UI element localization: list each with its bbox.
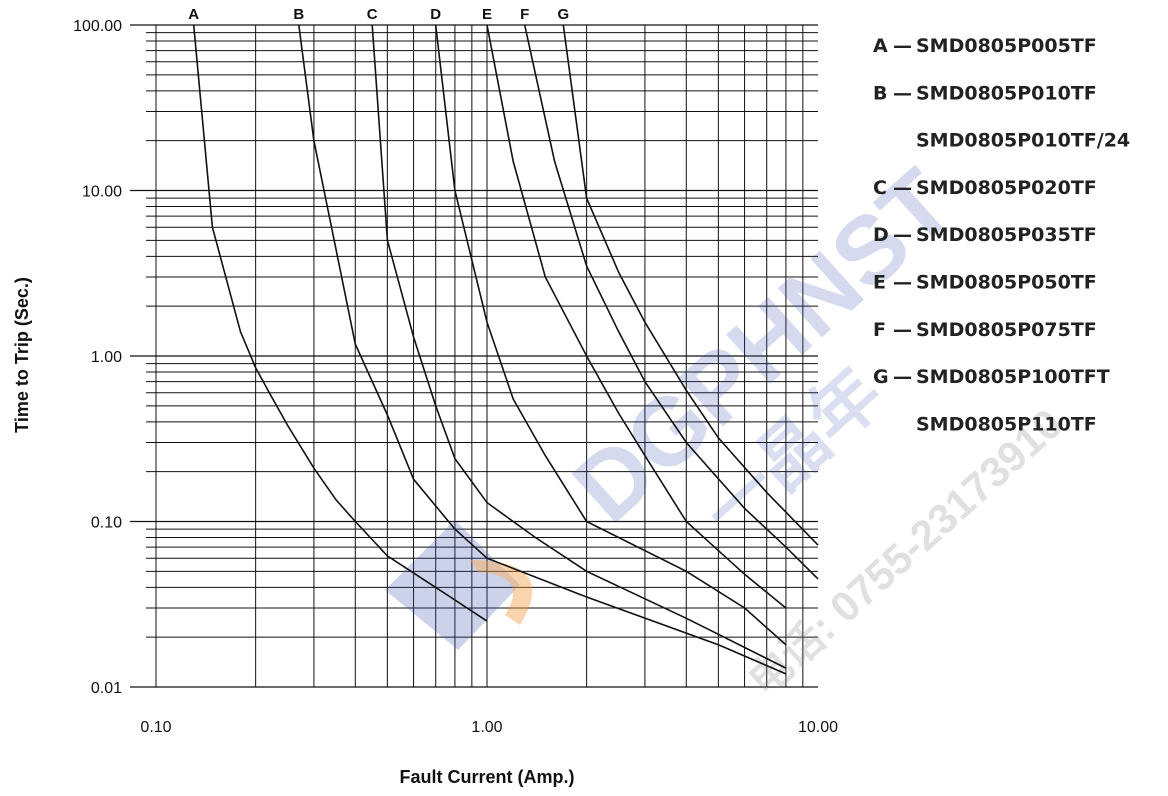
legend-key: A <box>873 35 888 57</box>
curve-label-e: E <box>482 6 492 23</box>
legend-entry-text: SMD0805P050TF <box>916 272 1097 294</box>
legend-dash: — <box>893 272 912 294</box>
series-line-e <box>486 24 787 609</box>
chart-grid <box>130 24 818 688</box>
legend-entry-text: SMD0805P005TF <box>916 35 1097 57</box>
legend-dash: — <box>893 82 912 104</box>
legend-dash: — <box>893 319 912 341</box>
legend-key: E <box>873 272 886 294</box>
legend-entry-text: SMD0805P010TF <box>916 82 1097 104</box>
legend-entry-text: SMD0805P100TFT <box>916 366 1110 388</box>
x-axis-title: Fault Current (Amp.) <box>400 767 575 787</box>
series-line-g <box>562 24 819 546</box>
watermark-logo-block <box>385 520 520 650</box>
series-line-f <box>523 24 819 580</box>
curve-label-a: A <box>188 6 199 23</box>
legend-key: D <box>873 224 889 246</box>
y-tick-label: 100.00 <box>73 18 122 35</box>
series-line-a <box>192 24 488 622</box>
chart-series <box>192 24 819 675</box>
x-tick-label: 0.10 <box>140 719 171 736</box>
series-line-b <box>298 24 787 675</box>
y-tick-label: 0.01 <box>91 680 122 697</box>
legend-key: G <box>873 366 889 388</box>
series-line-c <box>371 24 787 669</box>
x-tick-label: 1.00 <box>471 719 502 736</box>
y-tick-label: 1.00 <box>91 349 122 366</box>
legend-entry-text: SMD0805P035TF <box>916 224 1097 246</box>
watermark-logo-arc <box>470 560 533 625</box>
curve-label-g: G <box>557 6 569 23</box>
curve-label-c: C <box>367 6 378 23</box>
legend-dash: — <box>893 224 912 246</box>
series-line-d <box>434 24 787 646</box>
y-axis-title: Time to Trip (Sec.) <box>12 277 32 433</box>
x-tick-label: 10.00 <box>798 719 838 736</box>
curve-label-d: D <box>430 6 441 23</box>
legend-dash: — <box>893 366 912 388</box>
curve-label-f: F <box>520 6 529 23</box>
legend-entry-text: SMD0805P075TF <box>916 319 1097 341</box>
legend-key: C <box>873 177 887 199</box>
legend-dash: — <box>893 35 912 57</box>
curve-label-b: B <box>293 6 304 23</box>
legend-key: B <box>873 82 887 104</box>
y-tick-label: 10.00 <box>82 184 122 201</box>
legend-entry-text: SMD0805P010TF/24 <box>916 130 1130 152</box>
legend-entry-text: SMD0805P110TF <box>916 413 1097 435</box>
legend-dash: — <box>893 177 912 199</box>
y-tick-label: 0.10 <box>91 515 122 532</box>
legend-entry-text: SMD0805P020TF <box>916 177 1097 199</box>
chart-labels: A B C D E F G 0.10 1.00 10.00 0.01 0.10 1.00 10.00 100… <box>73 6 838 736</box>
legend-key: F <box>873 319 886 341</box>
